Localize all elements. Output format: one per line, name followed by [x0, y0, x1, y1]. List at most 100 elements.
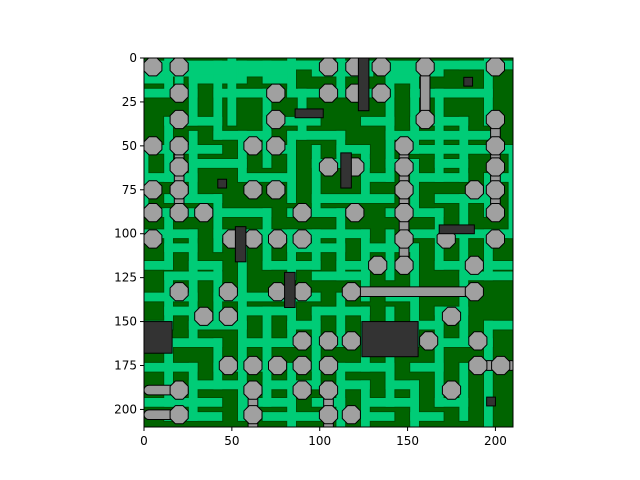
pad	[468, 355, 488, 376]
pad	[169, 405, 189, 425]
pad	[266, 136, 286, 156]
component-block	[361, 321, 419, 358]
pad	[485, 203, 505, 223]
pipe-horizontal	[350, 286, 475, 298]
pad	[144, 180, 163, 200]
pad	[485, 136, 505, 156]
pad	[341, 282, 361, 302]
pad	[464, 255, 484, 275]
y-tick-label: 125	[114, 271, 137, 285]
pad	[394, 203, 414, 223]
pad	[318, 157, 339, 177]
pad	[144, 229, 163, 249]
pad	[441, 380, 462, 400]
small-block	[217, 178, 228, 189]
y-tick-label: 50	[122, 139, 137, 153]
x-tick-label: 200	[484, 434, 507, 448]
y-axis: 0 25 50 75 100 125 150 175 200	[114, 51, 144, 416]
pad	[371, 83, 391, 103]
pad	[243, 136, 263, 156]
x-tick-label: 150	[396, 434, 419, 448]
pad	[169, 109, 189, 130]
pad	[394, 229, 414, 249]
pad	[318, 405, 339, 425]
circuit-board	[144, 58, 513, 427]
pad	[218, 282, 238, 302]
pad	[268, 355, 288, 376]
pad	[243, 229, 263, 249]
component-block	[234, 226, 247, 263]
pad	[243, 355, 263, 376]
y-tick-label: 175	[114, 359, 137, 373]
pad	[169, 380, 189, 400]
pad	[144, 136, 163, 156]
pad	[468, 331, 488, 351]
pad	[318, 83, 339, 103]
component-block	[357, 58, 370, 112]
pad	[243, 405, 263, 425]
component-block	[438, 224, 475, 235]
pad	[341, 405, 361, 425]
pad	[318, 331, 339, 351]
pad	[243, 380, 263, 400]
pad	[292, 203, 312, 223]
pad	[485, 157, 505, 177]
pad	[268, 282, 288, 302]
pad	[394, 136, 414, 156]
y-tick-label: 25	[122, 95, 137, 109]
pad	[266, 83, 286, 103]
component-block	[294, 108, 324, 119]
pad	[345, 203, 365, 223]
y-tick-label: 75	[122, 183, 137, 197]
pad	[491, 355, 511, 376]
pad	[415, 109, 435, 130]
x-tick-label: 50	[224, 434, 239, 448]
pad	[394, 255, 414, 275]
pad	[169, 157, 189, 177]
pad	[318, 58, 339, 77]
pad	[368, 255, 388, 275]
pad	[169, 203, 189, 223]
pad	[144, 58, 163, 77]
small-block	[463, 76, 474, 87]
pad	[485, 109, 505, 130]
pad	[318, 380, 339, 400]
pad	[394, 180, 414, 200]
component-block	[340, 152, 352, 189]
pad	[194, 203, 214, 223]
pad	[292, 355, 312, 376]
y-tick-label: 200	[114, 402, 137, 416]
pad	[441, 306, 462, 326]
pad	[318, 355, 339, 376]
pad	[292, 282, 312, 302]
pad	[194, 306, 214, 326]
pad	[266, 109, 286, 130]
pad	[485, 180, 505, 200]
components	[144, 58, 496, 407]
pad	[485, 58, 505, 77]
y-tick-label: 100	[114, 227, 137, 241]
pad	[394, 157, 414, 177]
pad	[371, 58, 391, 77]
pad	[292, 229, 312, 249]
axes-frame	[143, 57, 514, 428]
x-tick-label: 100	[308, 434, 331, 448]
pad	[169, 83, 189, 103]
pad	[464, 282, 484, 302]
component-block	[284, 271, 296, 309]
pad	[218, 355, 238, 376]
y-tick-label: 0	[129, 51, 137, 65]
x-tick-label: 0	[140, 434, 148, 448]
small-block	[486, 396, 496, 407]
traces	[144, 58, 513, 427]
pad	[415, 58, 435, 77]
x-axis: 0 50 100 150 200	[140, 427, 507, 448]
pad	[341, 331, 361, 351]
pad	[268, 229, 288, 249]
y-tick-label: 150	[114, 315, 137, 329]
component-block	[144, 321, 173, 354]
pads	[144, 58, 511, 425]
pad	[169, 136, 189, 156]
pad	[243, 180, 263, 200]
